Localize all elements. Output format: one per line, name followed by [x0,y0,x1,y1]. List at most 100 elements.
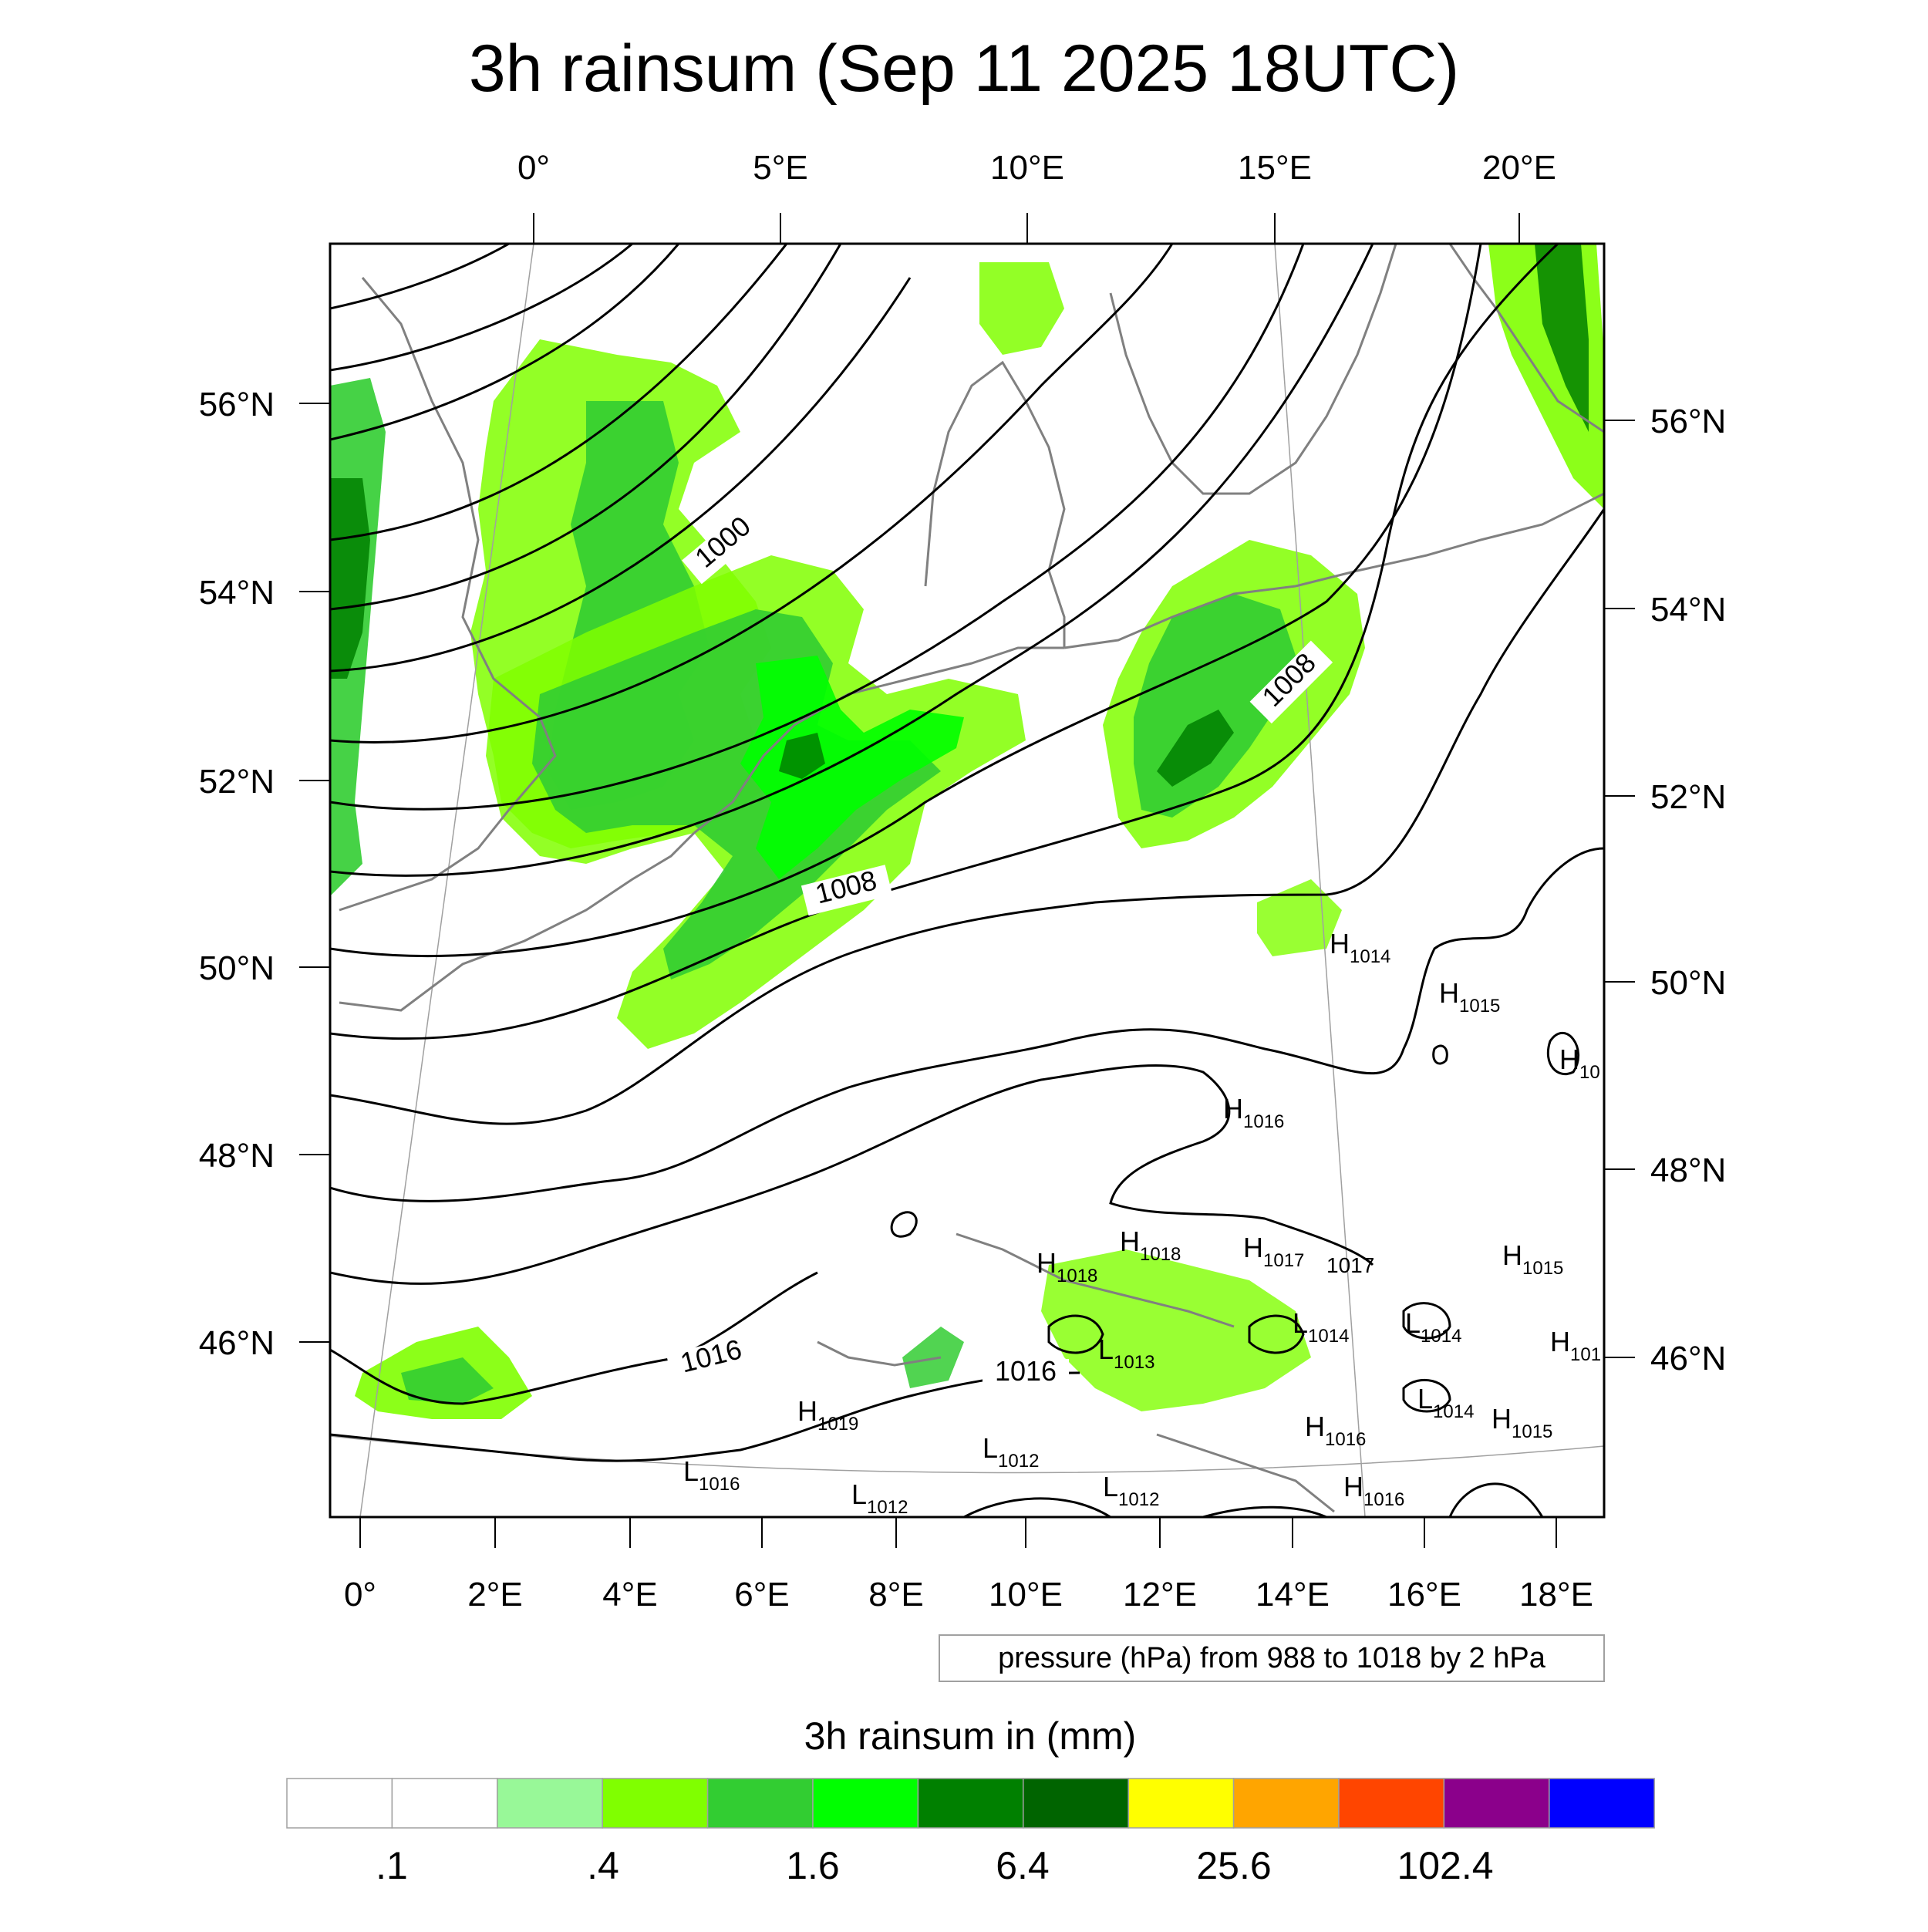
colorbar-labels: .1 .4 1.6 6.4 25.6 102.4 [376,1844,1493,1887]
isobar-closed [1202,1505,1327,1517]
left-lat-label: 52°N [199,763,275,801]
rain-area-frontal-band-heavy-core [779,733,825,779]
pressure-center-label: H1016 [1343,1471,1404,1510]
colorbar-tick-label: .4 [587,1844,619,1887]
isobar-closed [1448,1482,1544,1517]
isobar-line [330,244,1482,958]
isobar-line [330,244,842,611]
border-alpine [956,1232,1235,1328]
top-lon-label: 15°E [1238,149,1312,187]
colorbar-swatch [391,1778,498,1829]
colorbar [286,1778,1655,1829]
left-lat-label: 50°N [199,949,275,987]
pressure-center-label: L1014 [1405,1307,1461,1347]
left-lat-label: 56°N [199,386,275,423]
colorbar-swatch [497,1778,603,1829]
contour-info-text: pressure (hPa) from 988 to 1018 by 2 hPa [998,1642,1546,1674]
rain-area-frontal-band-heavy [740,656,964,879]
colorbar-swatch [602,1778,709,1829]
coastline-adriatic [1156,1433,1335,1513]
right-lat-label: 48°N [1650,1151,1726,1189]
pressure-center-label: L1012 [983,1432,1039,1472]
colorbar-swatch [1023,1778,1129,1829]
coastline-channel-france [339,831,696,1012]
left-lat-label: 54°N [199,574,275,612]
colorbar-tick-label: .1 [376,1844,408,1887]
bottom-lon-label: 16°E [1387,1576,1461,1613]
right-lat-label: 52°N [1650,778,1726,816]
colorbar-swatch [917,1778,1024,1829]
pressure-centers: H1014 H1015 H10 H1016 H1018 H1018 H1017 H1015 L1… [683,928,1601,1517]
meridian-0 [359,244,534,1517]
bottom-lon-label: 14°E [1256,1576,1330,1613]
coastline-ligurian [817,1340,942,1367]
colorbar-tick-label: 1.6 [786,1844,840,1887]
precipitation-field [330,244,1604,1419]
coastline-sweden [1109,244,1397,495]
isobar-label: 1016 [995,1355,1057,1387]
rain-area-baltic-heavy [1535,244,1589,432]
pressure-center-label: H1019 [797,1395,858,1435]
isobar-closed [1248,1314,1305,1354]
bottom-lon-label: 2°E [467,1576,522,1613]
bottom-lon-label: 8°E [868,1576,923,1613]
isobar-closed [963,1497,1111,1517]
contour-info-box: pressure (hPa) from 988 to 1018 by 2 hPa [939,1634,1605,1682]
pressure-center-label: H1016 [1305,1411,1366,1450]
rain-area-skagerrak [979,262,1064,355]
bottom-lon-label: 4°E [602,1576,657,1613]
isobar-line [330,1064,1374,1285]
coastline-baltic-east [1448,244,1604,433]
top-lon-label: 20°E [1482,149,1556,187]
isobar-closed [1546,1031,1580,1076]
colorbar-tick-label: 6.4 [996,1844,1050,1887]
map-title: 3h rainsum (Sep 11 2025 18UTC) [469,32,1459,106]
left-lat-label: 48°N [199,1137,275,1175]
pressure-center-label: H10 [1559,1044,1600,1083]
colorbar-tick-label: 25.6 [1196,1844,1271,1887]
isobar-line [330,244,1374,877]
bottom-lon-label: 18°E [1519,1576,1593,1613]
pressure-center-label: L1016 [683,1455,740,1495]
meridian-15e [1274,244,1366,1517]
top-lon-label: 10°E [990,149,1064,187]
right-lat-label: 56°N [1650,403,1726,440]
pressure-center-label: H1015 [1492,1403,1552,1442]
pressure-center-label: L1012 [1103,1471,1159,1510]
pressure-center-label: H1018 [1120,1226,1181,1265]
isobar-line [330,847,1604,1202]
isobar-contours [330,244,1604,1517]
isobar-line [330,1271,818,1405]
isobar-label-small: 1017 [1326,1253,1374,1277]
isobar-line [330,1371,1080,1462]
map-area: 1000 1008 1008 1016 1016 1017 H1014H1015… [330,244,1604,1517]
isobar-line [330,244,633,372]
right-lat-label: 50°N [1650,964,1726,1002]
colorbar-title: 3h rainsum in (mm) [804,1715,1137,1758]
rain-area-alps [1041,1249,1311,1411]
colorbar-tick-label: 102.4 [1397,1844,1493,1887]
right-lat-label: 46°N [1650,1340,1726,1377]
isobar-closed [1402,1302,1451,1340]
pressure-center-label: L1014 [1417,1383,1474,1422]
pressure-center-label: H101 [1550,1326,1601,1365]
map-axes: 0° 5°E 10°E 15°E 20°E 0° 2°E 4°E 6°E 8°E 10°E 12°E 1… [199,149,1727,1613]
colorbar-swatch [706,1778,814,1829]
colorbar-swatch [1232,1778,1340,1829]
rain-area-biscay-core [401,1357,494,1404]
colorbar-swatch [1127,1778,1235,1829]
isobar-line [330,244,510,310]
isobar-line [330,244,788,541]
colorbar-swatch [1549,1778,1655,1829]
map-frame [329,242,1606,1519]
colorbar-swatch [286,1778,393,1829]
isobar-closed [1047,1314,1104,1354]
isobar-line [330,244,1305,811]
isobar-line [330,277,912,673]
contour-info-frame [939,1634,1605,1682]
pressure-center-label: H1015 [1502,1239,1563,1279]
pressure-center-label: L1014 [1293,1307,1349,1347]
left-lat-label: 46°N [199,1324,275,1362]
bottom-lon-label: 12°E [1123,1576,1197,1613]
